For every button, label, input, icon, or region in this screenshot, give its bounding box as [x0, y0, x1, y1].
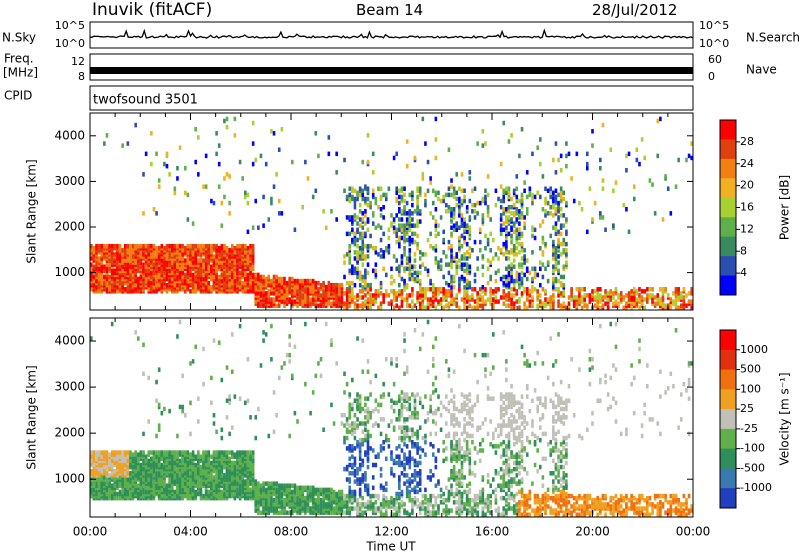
station-title: Inuvik (fitACF)	[92, 0, 213, 20]
xtick-label: 00:00	[73, 525, 108, 539]
xtick-label: 00:00	[676, 525, 711, 539]
xtick-label: 20:00	[575, 525, 610, 539]
power-pixels	[90, 116, 693, 310]
colorbar-tick-label: -1000	[740, 481, 772, 494]
noise-tick-high: 10^5	[55, 19, 85, 32]
ytick-label: 1000	[54, 472, 85, 486]
colorbar-swatch	[720, 197, 736, 218]
ytick-label: 2000	[54, 426, 85, 440]
colorbar-label: Velocity [m s⁻¹]	[778, 372, 792, 465]
colorbar-swatch	[720, 275, 736, 296]
colorbar-swatch	[720, 468, 736, 489]
nave-label: Nave	[746, 63, 777, 77]
xtick-label: 04:00	[173, 525, 208, 539]
noise-tick-low: 10^0	[55, 37, 85, 50]
colorbar-swatch	[720, 369, 736, 390]
colorbar-frame	[719, 329, 737, 509]
colorbar-swatch	[720, 158, 736, 179]
freq-trace	[90, 67, 693, 74]
colorbar-label: Power [dB]	[778, 175, 792, 240]
nsky-label: N.Sky	[2, 31, 36, 45]
colorbar-swatch	[720, 428, 736, 450]
ytick-label: 3000	[54, 380, 85, 394]
nave-tick-high: 60	[708, 53, 722, 66]
colorbar-swatch	[720, 488, 736, 509]
xtick-label: 12:00	[374, 525, 409, 539]
axes-layer: N.Sky N.Search Freq.[MHz] Nave CPID twofsound…	[2, 19, 800, 554]
colorbar-swatch	[720, 409, 736, 430]
colorbar-tick-label: -500	[740, 461, 765, 474]
colorbar-swatch	[720, 217, 736, 238]
date-label: 28/Jul/2012	[592, 1, 678, 19]
freq-label: Freq.	[4, 52, 34, 66]
cpid-label: CPID	[4, 89, 32, 103]
colorbar-swatch	[720, 120, 736, 140]
freq-unit-label: [MHz]	[3, 66, 38, 80]
colorbar-tick-label: 16	[740, 201, 754, 214]
colorbar-tick-label: 4	[740, 266, 747, 279]
colorbar-tick-label: -25	[740, 422, 758, 435]
xlabel: Time UT	[365, 540, 416, 554]
ytick-label: 3000	[54, 174, 85, 188]
colorbar-tick-label: 24	[740, 157, 754, 170]
noise-tick-high-right: 10^5	[699, 19, 729, 32]
colorbar-tick-label: -100	[740, 442, 765, 455]
colorbar-swatch	[720, 139, 736, 160]
beam-label: Beam 14	[356, 1, 424, 19]
ytick-label: 4000	[54, 334, 85, 348]
ylabel-power: Slant Range [km]	[25, 159, 39, 263]
colorbar-tick-label: 28	[740, 135, 754, 148]
xtick-label: 16:00	[475, 525, 510, 539]
data-layer	[90, 116, 693, 517]
colorbar-swatch	[720, 236, 736, 257]
colorbar-tick-label: 25	[740, 402, 754, 415]
colorbar-tick-label: 8	[740, 244, 747, 257]
cpid-value: twofsound 3501	[93, 93, 198, 108]
freq-tick-low: 8	[78, 70, 85, 83]
ytick-label: 2000	[54, 220, 85, 234]
colorbar-swatch	[720, 178, 736, 199]
xtick-label: 08:00	[274, 525, 309, 539]
ylabel-velocity: Slant Range [km]	[25, 365, 39, 469]
colorbar-tick-label: 1000	[740, 343, 768, 356]
noise-tick-low-right: 10^0	[699, 37, 729, 50]
velocity-pixels	[90, 319, 693, 517]
colorbar-tick-label: 12	[740, 222, 754, 235]
ytick-label: 1000	[54, 265, 85, 279]
cpid-strip-frame	[89, 85, 694, 111]
colorbar-tick-label: 20	[740, 179, 754, 192]
ytick-label: 4000	[54, 128, 85, 142]
nsearch-label: N.Search	[746, 31, 800, 45]
colorbar-tick-label: 500	[740, 363, 761, 376]
colorbar-swatch	[720, 330, 736, 351]
colorbar-tick-label: 100	[740, 382, 761, 395]
noise-strip-frame	[89, 21, 694, 49]
colorbar-swatch	[720, 349, 736, 371]
colorbar-swatch	[720, 256, 736, 277]
colorbar-swatch	[720, 389, 736, 410]
nave-tick-low: 0	[708, 70, 715, 83]
noise-trace	[89, 28, 694, 39]
colorbar-swatch	[720, 448, 736, 469]
freq-tick-high: 12	[71, 55, 85, 68]
